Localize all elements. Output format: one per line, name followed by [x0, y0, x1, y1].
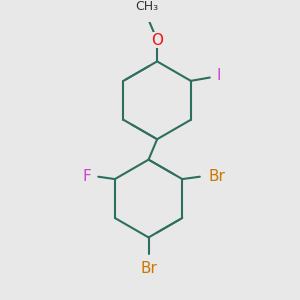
Text: Br: Br	[208, 169, 225, 184]
Text: O: O	[151, 33, 163, 48]
Text: Br: Br	[140, 261, 157, 276]
Text: F: F	[82, 169, 91, 184]
Text: CH₃: CH₃	[135, 0, 158, 13]
Text: I: I	[217, 68, 221, 83]
